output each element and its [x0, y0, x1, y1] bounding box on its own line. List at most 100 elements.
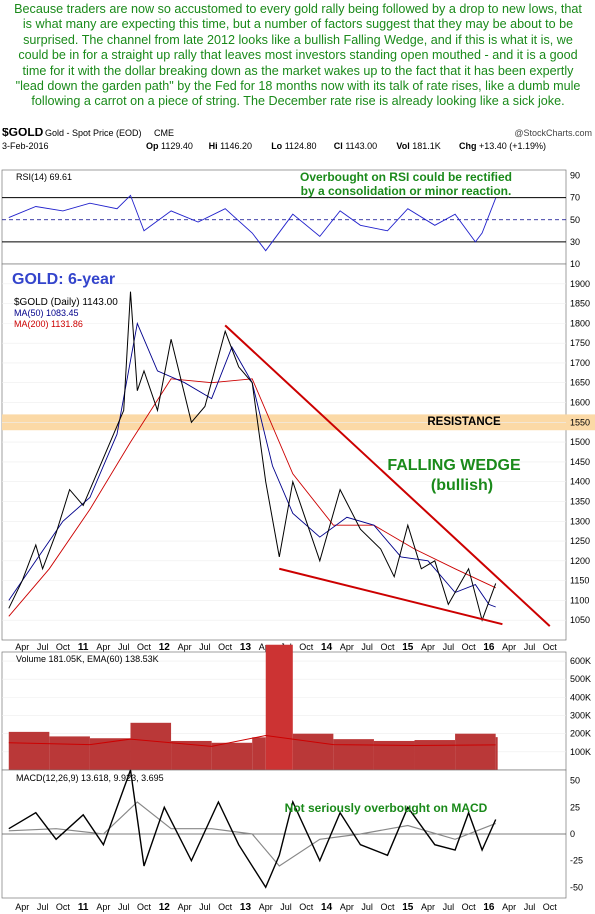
- x-tick-label: 15: [402, 642, 414, 653]
- rsi-tick-label: 90: [570, 171, 580, 181]
- x-tick-label: Jul: [361, 902, 373, 912]
- wedge-lower-line: [279, 567, 503, 626]
- volume-bar: [495, 737, 498, 770]
- x-tick-label: Jul: [118, 902, 130, 912]
- x-tick-label: Apr: [340, 902, 354, 912]
- volume-tick-label: 200K: [570, 729, 591, 739]
- volume-bar: [455, 733, 496, 770]
- price-tick-label: 1600: [570, 398, 590, 408]
- x-tick-label: Oct: [299, 642, 314, 652]
- x-tick-label: Apr: [259, 902, 273, 912]
- price-tick-label: 1800: [570, 318, 590, 328]
- volume-tick-label: 300K: [570, 711, 591, 721]
- rsi-panel: 90 70 50 30 10 RSI(14) 69.61 Overbought on R…: [1, 169, 580, 269]
- price-tick-label: 1700: [570, 358, 590, 368]
- price-tick-label: 1450: [570, 457, 590, 467]
- macd-title: MACD(12,26,9) 13.618, 9.923, 3.695: [16, 773, 164, 783]
- intro-text: Because traders are now so accustomed to…: [14, 2, 582, 109]
- macd-tick-label: 50: [570, 776, 580, 786]
- price-tick-label: 1750: [570, 338, 590, 348]
- x-tick-label: 15: [402, 902, 414, 913]
- x-tick-label: Oct: [56, 642, 71, 652]
- price-line: [8, 291, 497, 622]
- quote-cl: Cl 1143.00: [334, 141, 377, 151]
- volume-ema-line: [8, 734, 496, 747]
- ma200-line: [8, 378, 496, 617]
- quote-hi: Hi 1146.20: [209, 141, 252, 151]
- quote-chg: Chg +13.40 (+1.19%): [459, 141, 546, 151]
- x-tick-label: Jul: [443, 902, 455, 912]
- x-tick-label: 13: [240, 902, 252, 913]
- x-tick-label: Jul: [443, 642, 455, 652]
- price-tick-label: 1300: [570, 516, 590, 526]
- x-tick-label: Jul: [199, 642, 211, 652]
- x-tick-label: Oct: [462, 902, 477, 912]
- quote-op: Op 1129.40: [146, 141, 193, 151]
- x-tick-label: 11: [78, 902, 89, 913]
- x-tick-label: Apr: [178, 642, 192, 652]
- volume-tick-label: 400K: [570, 692, 591, 702]
- x-tick-label: Oct: [137, 642, 152, 652]
- wedge-label: FALLING WEDGE: [387, 457, 521, 474]
- price-tick-label: 1900: [570, 279, 590, 289]
- x-tick-label: Apr: [340, 642, 354, 652]
- price-tick-label: 1200: [570, 556, 590, 566]
- macd-tick-label: 0: [570, 829, 575, 839]
- rsi-tick-label: 70: [570, 193, 580, 203]
- volume-title: Volume 181.05K, EMA(60) 138.53K: [16, 654, 159, 664]
- rsi-annotation-1: Overbought on RSI could be rectified: [300, 170, 512, 184]
- rsi-tick-label: 10: [570, 259, 580, 269]
- wedge-sublabel: (bullish): [431, 477, 493, 494]
- x-tick-label: Jul: [524, 902, 536, 912]
- chart-name: Gold - Spot Price (EOD): [45, 128, 142, 138]
- x-tick-label: Oct: [299, 902, 314, 912]
- price-tick-label: 1150: [570, 576, 589, 586]
- quote-lo: Lo 1124.80: [271, 141, 316, 151]
- volume-tick-label: 100K: [570, 747, 591, 757]
- x-tick-label: Apr: [96, 902, 110, 912]
- x-tick-label: Jul: [361, 642, 373, 652]
- chart-exchange: CME: [154, 128, 174, 138]
- x-tick-label: 14: [321, 902, 333, 913]
- volume-tick-label: 500K: [570, 674, 591, 684]
- x-tick-label: Oct: [462, 642, 477, 652]
- rsi-annotation-2: by a consolidation or minor reaction.: [301, 184, 512, 198]
- x-tick-label: 13: [240, 642, 252, 653]
- price-tick-label: 1850: [570, 299, 590, 309]
- quote-vol: Vol 181.1K: [396, 141, 440, 151]
- resistance-label: RESISTANCE: [427, 416, 501, 428]
- price-panel: 1900 1850 1800 1750 1700 1650 1600 1550 1500 1450…: [1, 263, 595, 641]
- x-tick-label: Oct: [380, 902, 395, 912]
- x-tick-label: Jul: [280, 902, 292, 912]
- macd-x-axis: Apr Jul Oct 11 Apr Jul Oct 12 Apr Jul Oct 13 Apr Jul O…: [15, 902, 557, 913]
- x-tick-label: 12: [159, 642, 171, 653]
- rsi-tick-label: 50: [570, 215, 580, 225]
- x-tick-label: Apr: [502, 902, 516, 912]
- legend-price: $GOLD (Daily) 1143.00: [14, 297, 118, 308]
- x-tick-label: Apr: [178, 902, 192, 912]
- x-tick-label: 11: [78, 642, 89, 653]
- x-tick-label: Apr: [502, 642, 516, 652]
- x-tick-label: Oct: [218, 902, 233, 912]
- price-tick-label: 1350: [570, 496, 590, 506]
- volume-panel: 600K 500K 400K 300K 200K 100K Volume 181.05K,…: [1, 644, 591, 771]
- x-tick-label: Jul: [199, 902, 211, 912]
- watermark: @StockCharts.com: [514, 128, 592, 138]
- macd-tick-label: -50: [570, 882, 583, 892]
- x-tick-label: Oct: [543, 642, 558, 652]
- volume-bar: [171, 740, 212, 770]
- quote-row: Op 1129.40 Hi 1146.20 Lo 1124.80 Cl 1143.00…: [146, 141, 546, 151]
- volume-bar: [8, 731, 50, 770]
- x-tick-label: Apr: [421, 642, 435, 652]
- macd-line: [8, 769, 497, 889]
- x-tick-label: Apr: [96, 642, 110, 652]
- rsi-title: RSI(14) 69.61: [16, 172, 72, 182]
- volume-bar: [414, 740, 456, 770]
- macd-annotation: Not seriously overbought on MACD: [285, 801, 488, 815]
- legend-ma200: MA(200) 1131.86: [14, 319, 83, 329]
- macd-tick-label: -25: [570, 856, 583, 866]
- chart-date: 3-Feb-2016: [2, 141, 49, 151]
- legend-ma50: MA(50) 1083.45: [14, 308, 79, 318]
- price-tick-label: 1550: [570, 417, 590, 427]
- volume-bar: [333, 739, 374, 770]
